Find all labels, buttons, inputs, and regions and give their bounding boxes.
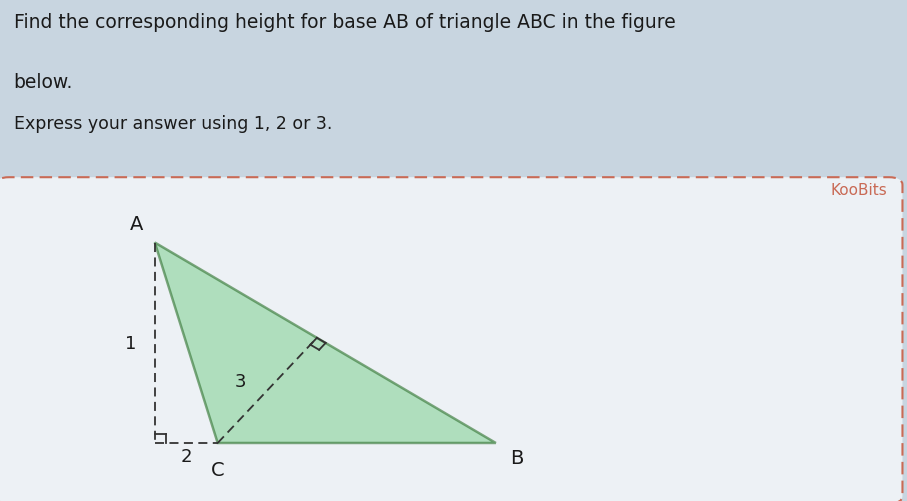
Text: Express your answer using 1, 2 or 3.: Express your answer using 1, 2 or 3. xyxy=(14,115,332,133)
Text: Find the corresponding height for base AB of triangle ABC in the figure: Find the corresponding height for base A… xyxy=(14,13,676,32)
Text: 1: 1 xyxy=(125,334,136,352)
Text: below.: below. xyxy=(14,73,73,92)
Text: C: C xyxy=(210,460,225,479)
Text: A: A xyxy=(130,214,143,233)
Text: 2: 2 xyxy=(180,447,192,465)
Text: B: B xyxy=(511,448,523,467)
FancyBboxPatch shape xyxy=(0,178,902,501)
Text: 3: 3 xyxy=(235,372,247,390)
Polygon shape xyxy=(155,243,496,443)
Text: KooBits: KooBits xyxy=(830,183,887,198)
